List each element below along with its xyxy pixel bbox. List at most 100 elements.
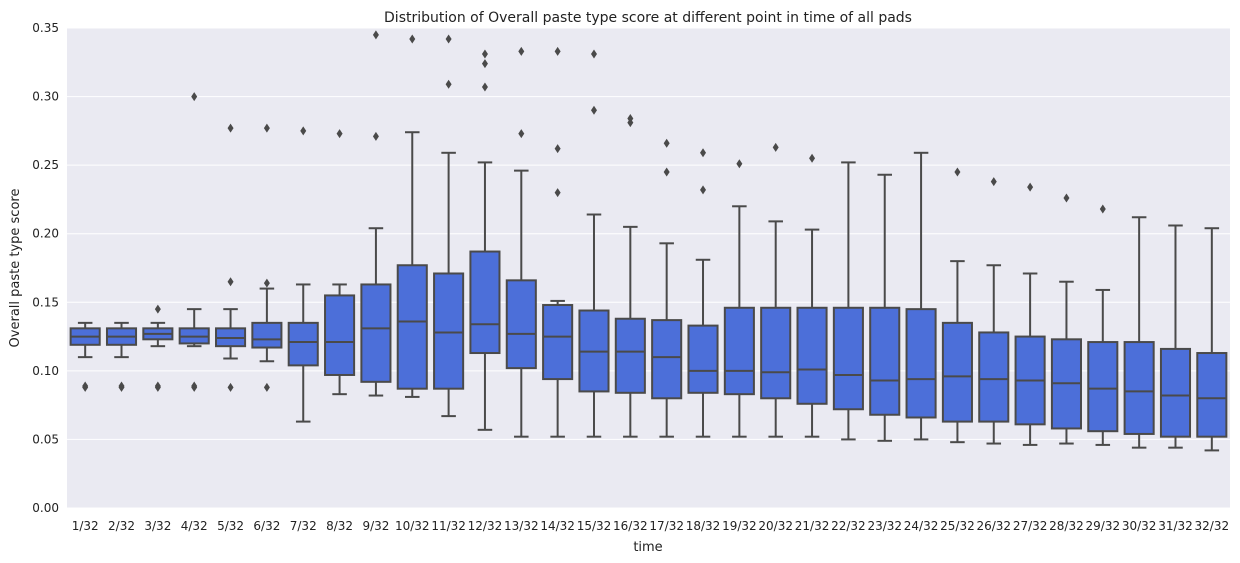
x-tick-label: 23/32: [867, 519, 902, 533]
box-12-32: [469, 49, 501, 431]
box-23-32: [869, 173, 901, 442]
outlier-point: [263, 123, 270, 133]
outlier-point: [154, 304, 161, 314]
x-tick-label: 25/32: [940, 519, 975, 533]
x-tick-label: 15/32: [577, 519, 612, 533]
y-tick-label: 0.05: [32, 432, 59, 446]
box-19-32: [723, 159, 755, 438]
x-tick-label: 4/32: [181, 519, 208, 533]
x-tick-label: 9/32: [362, 519, 389, 533]
box-25-32: [941, 167, 973, 444]
box-31-32: [1159, 224, 1192, 449]
y-tick-label: 0.20: [32, 227, 59, 241]
x-tick-label: 31/32: [1158, 519, 1193, 533]
x-tick-label: 6/32: [253, 519, 280, 533]
grid-lines: [67, 27, 1230, 509]
outlier-point: [481, 49, 488, 59]
box-27-32: [1014, 182, 1046, 446]
outlier-point: [227, 123, 234, 133]
outlier-point: [809, 153, 816, 163]
box-body: [1087, 341, 1119, 433]
outlier-point: [590, 49, 597, 59]
box-body: [760, 306, 792, 400]
box-body: [1123, 341, 1155, 435]
box-body: [905, 308, 937, 419]
boxes-group: [69, 30, 1228, 452]
x-tick-label: 19/32: [722, 519, 757, 533]
box-10-32: [396, 34, 428, 398]
box-9-32: [360, 30, 392, 397]
box-body: [396, 264, 428, 390]
x-tick-label: 13/32: [504, 519, 539, 533]
box-32-32: [1196, 227, 1228, 452]
outlier-point: [227, 277, 234, 287]
box-18-32: [687, 148, 719, 438]
outlier-point: [336, 129, 343, 139]
box-28-32: [1050, 193, 1082, 445]
box-8-32: [324, 129, 356, 396]
x-tick-label: 1/32: [72, 519, 99, 533]
x-tick-label: 22/32: [831, 519, 866, 533]
outlier-point: [736, 159, 743, 169]
x-tick-label: 7/32: [290, 519, 317, 533]
outlier-point: [1063, 193, 1070, 203]
outlier-point: [154, 381, 161, 391]
box-21-32: [796, 153, 828, 438]
outlier-point: [372, 131, 379, 141]
box-body: [614, 317, 646, 394]
outlier-point: [554, 144, 561, 154]
box-22-32: [832, 161, 864, 441]
box-16-32: [614, 114, 646, 438]
outlier-point: [990, 177, 997, 187]
x-tick-label: 2/32: [108, 519, 135, 533]
outlier-point: [118, 381, 125, 391]
outlier-point: [954, 167, 961, 177]
x-tick-label: 24/32: [904, 519, 939, 533]
x-tick-label: 32/32: [1195, 519, 1230, 533]
y-axis-label: Overall paste type score: [8, 189, 23, 348]
x-tick-label: 26/32: [976, 519, 1011, 533]
outlier-point: [191, 92, 198, 102]
box-body: [1159, 347, 1192, 438]
box-body: [796, 306, 828, 405]
outlier-point: [263, 382, 270, 392]
outlier-point: [191, 381, 198, 391]
x-tick-label: 29/32: [1086, 519, 1121, 533]
box-15-32: [578, 49, 610, 438]
box-body: [251, 321, 283, 349]
x-axis-label: time: [633, 540, 662, 555]
box-3-32: [142, 304, 174, 392]
outlier-point: [663, 167, 670, 177]
outlier-point: [590, 105, 597, 115]
y-tick-labels: 0.00 0.05 0.10 0.15 0.20 0.25 0.30 0.35: [32, 21, 59, 515]
y-tick-label: 0.25: [32, 158, 59, 172]
y-tick-label: 0.00: [32, 501, 59, 515]
box-body: [941, 321, 973, 423]
box-26-32: [978, 177, 1010, 445]
box-body: [869, 306, 901, 416]
outlier-point: [263, 278, 270, 288]
outlier-point: [518, 129, 525, 139]
box-7-32: [287, 126, 319, 423]
outlier-point: [554, 188, 561, 198]
box-body: [542, 304, 574, 381]
outlier-point: [627, 114, 634, 124]
box-body: [651, 319, 683, 400]
outlier-point: [518, 46, 525, 56]
y-tick-label: 0.10: [32, 364, 59, 378]
x-tick-label: 5/32: [217, 519, 244, 533]
plot-background: [67, 28, 1230, 508]
outlier-point: [1027, 182, 1034, 192]
outlier-point: [445, 79, 452, 89]
box-body: [324, 294, 356, 376]
outlier-point: [554, 46, 561, 56]
box-body: [978, 331, 1010, 423]
box-body: [723, 306, 755, 396]
outlier-point: [227, 382, 234, 392]
box-14-32: [542, 46, 574, 438]
box-2-32: [105, 321, 138, 392]
y-tick-label: 0.35: [32, 21, 59, 35]
x-tick-label: 3/32: [144, 519, 171, 533]
outlier-point: [1099, 204, 1106, 214]
box-body: [433, 272, 465, 390]
